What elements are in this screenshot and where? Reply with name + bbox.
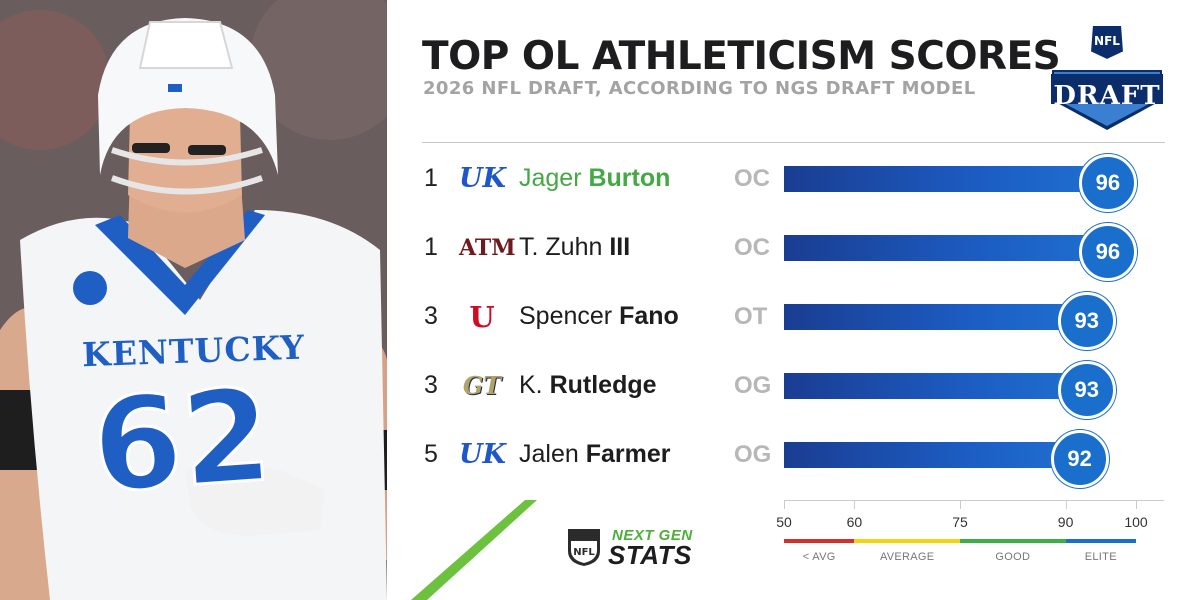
scale-tick <box>1136 500 1137 509</box>
next-gen-label: NEXT GEN <box>612 527 693 544</box>
rank-label: 5 <box>424 440 438 468</box>
position-label: OT <box>734 303 768 330</box>
player-name: Jalen Farmer <box>519 440 670 469</box>
score-badge: 93 <box>1057 292 1116 350</box>
player-last-name: Fano <box>619 302 679 330</box>
position-label: OC <box>734 165 770 192</box>
player-row: 3 GT K. Rutledge OG 93 <box>0 361 1200 421</box>
player-last-name: Rutledge <box>549 371 657 399</box>
scale-tick <box>1065 500 1067 509</box>
score-bar <box>784 304 1087 330</box>
scale-band-label: < AVG <box>802 551 836 563</box>
player-illustration <box>0 0 387 600</box>
player-first-name: T. Zuhn <box>519 233 610 261</box>
scale-band-label: GOOD <box>995 551 1031 563</box>
scale-tick-label: 60 <box>846 514 863 530</box>
player-last-name: III <box>609 233 631 261</box>
player-row: 5 UK Jalen Farmer OG 92 <box>0 430 1200 490</box>
player-first-name: K. <box>519 371 550 399</box>
scale-band <box>960 539 1066 543</box>
score-bar <box>784 235 1108 261</box>
position-label: OC <box>734 234 770 261</box>
player-name: Spencer Fano <box>519 302 679 331</box>
player-last-name: Burton <box>588 164 671 192</box>
uk-logo-icon: UK <box>459 163 507 194</box>
player-name: Jager Burton <box>519 164 670 193</box>
texas-am-logo-icon: ATM <box>459 235 516 261</box>
player-name: K. Rutledge <box>519 371 657 400</box>
scale-band <box>1065 539 1136 543</box>
georgia-tech-logo-icon: GT <box>462 371 502 400</box>
header-divider <box>422 142 1165 143</box>
player-row: 1 UK Jager Burton OC 96 <box>0 154 1200 214</box>
chart-subtitle: 2026 NFL DRAFT, ACCORDING TO NGS DRAFT M… <box>423 78 976 99</box>
rank-label: 1 <box>424 233 438 261</box>
score-bar <box>784 166 1108 192</box>
scale-tick <box>854 500 856 509</box>
player-photo: KENTUCKY 62 <box>0 0 387 600</box>
rank-label: 3 <box>424 371 438 399</box>
scale-tick-label: 90 <box>1057 514 1074 530</box>
player-row: 3 U Spencer Fano OT 93 <box>0 292 1200 352</box>
uk-logo-icon: UK <box>459 439 507 470</box>
scale-tick-label: 50 <box>776 514 792 530</box>
utah-logo-icon: U <box>469 300 495 334</box>
position-label: OG <box>734 441 772 468</box>
player-name: T. Zuhn III <box>519 233 630 262</box>
scale-axis-line <box>784 500 1164 501</box>
player-row: 1 ATM T. Zuhn III OC 96 <box>0 223 1200 283</box>
score-bar <box>784 442 1080 468</box>
scale-band-label: AVERAGE <box>879 551 935 563</box>
player-first-name: Spencer <box>519 302 620 330</box>
nfl-badge-text: NFL <box>1094 34 1120 48</box>
rank-label: 1 <box>424 164 438 192</box>
position-label: OG <box>734 372 772 399</box>
score-badge: 92 <box>1050 430 1109 488</box>
draft-shield-icon <box>1051 24 1163 130</box>
nfl-draft-logo: NFL DRAFT <box>1048 22 1166 134</box>
scale-band-label: ELITE <box>1084 551 1117 563</box>
player-first-name: Jager <box>519 164 589 192</box>
scale-tick-label: 75 <box>952 514 968 530</box>
player-last-name: Farmer <box>585 440 671 468</box>
score-badge: 93 <box>1057 361 1116 419</box>
scale-tick-label: 100 <box>1124 514 1148 530</box>
chart-title: TOP OL ATHLETICISM SCORES <box>422 34 1061 79</box>
score-bar <box>784 373 1087 399</box>
score-badge: 96 <box>1078 223 1137 281</box>
draft-logo-text: DRAFT <box>1053 81 1161 111</box>
rank-label: 3 <box>424 302 438 330</box>
scale-band <box>784 539 855 543</box>
stats-label: STATS <box>608 540 692 570</box>
nfl-shield-icon: NFL <box>568 529 600 566</box>
svg-text:NFL: NFL <box>573 547 595 558</box>
scale-tick <box>784 500 785 509</box>
score-badge: 96 <box>1078 154 1137 212</box>
scale-band <box>854 539 960 543</box>
scale-tick <box>960 500 961 509</box>
green-accent-slash <box>411 500 537 600</box>
player-first-name: Jalen <box>519 440 586 468</box>
